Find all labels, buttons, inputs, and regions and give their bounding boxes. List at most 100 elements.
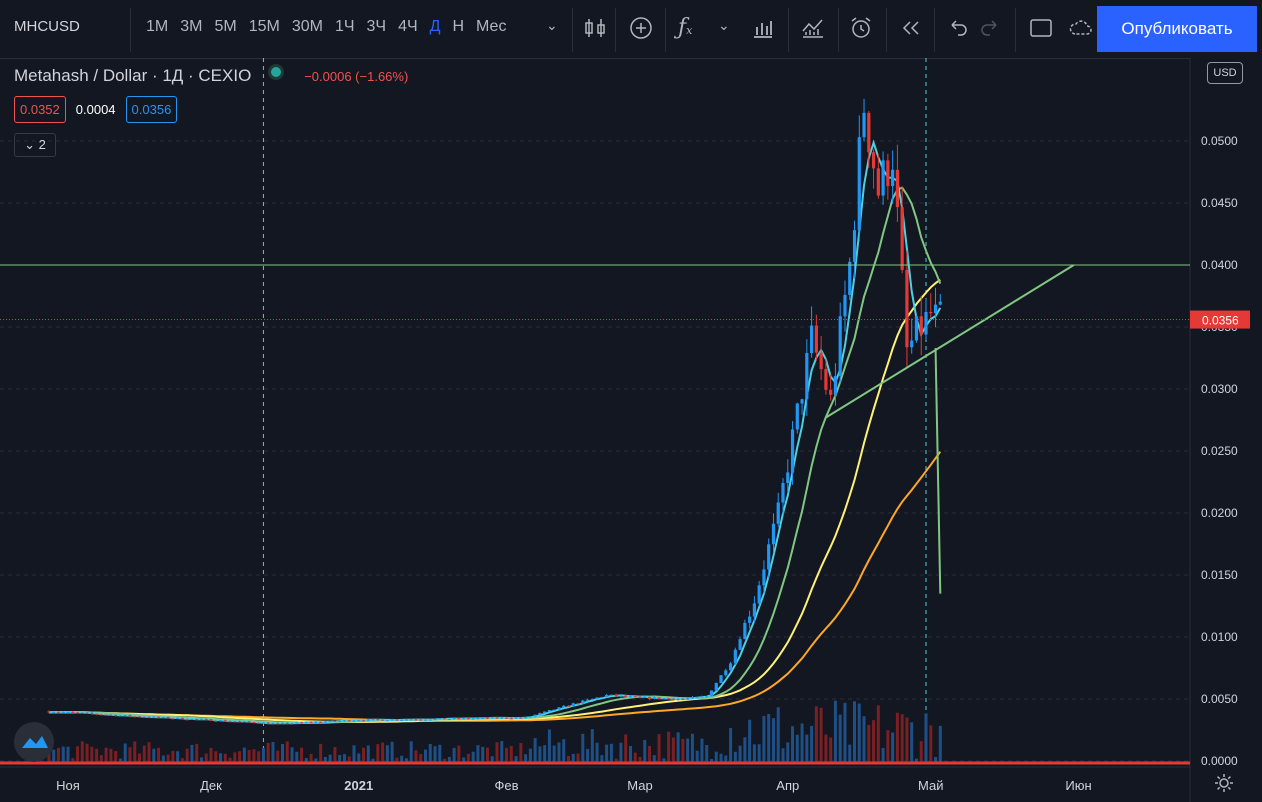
- publish-button[interactable]: Опубликовать: [1097, 6, 1257, 52]
- candle-body: [228, 721, 232, 723]
- volume-bar: [934, 756, 938, 763]
- volume-bar: [719, 753, 723, 763]
- ask-price[interactable]: 0.0356: [125, 96, 178, 123]
- bid-price[interactable]: 0.0352: [14, 96, 66, 123]
- volume-bar: [853, 701, 856, 763]
- timeframe-1[interactable]: 3М: [180, 18, 203, 35]
- candle-body: [400, 719, 404, 721]
- candle-body: [533, 714, 537, 717]
- candle-body: [829, 389, 833, 395]
- candle-body: [633, 696, 637, 698]
- candle-body: [738, 639, 742, 650]
- candle-body: [152, 716, 156, 718]
- candle-body: [624, 695, 628, 697]
- volume-bar: [342, 754, 346, 763]
- tradingview-logo-icon[interactable]: [14, 722, 54, 762]
- redo-icon[interactable]: [978, 15, 1004, 41]
- candle-body: [438, 718, 442, 720]
- y-tick-label: 0.0150: [1201, 568, 1238, 582]
- series-title[interactable]: Metahash / Dollar · 1Д · CEXIO: [14, 66, 252, 85]
- timeframe-7[interactable]: 4Ч: [398, 18, 418, 35]
- candle-body: [385, 720, 389, 722]
- timeframe-5[interactable]: 1Ч: [334, 18, 355, 35]
- indicators-fx-icon[interactable]: ƒx: [678, 15, 693, 40]
- candle-body: [595, 697, 599, 699]
- volume-bar: [462, 757, 466, 763]
- timeframe-10[interactable]: Мес: [476, 18, 507, 35]
- candle-body: [619, 695, 623, 697]
- x-tick-label: Апр: [776, 778, 799, 793]
- cloud-save-icon[interactable]: [1068, 15, 1094, 41]
- volume-bar: [895, 712, 899, 763]
- volume-bar: [438, 744, 442, 763]
- volume-bar: [66, 746, 70, 763]
- moving-average-line: [48, 186, 942, 724]
- volume-bar: [123, 743, 127, 763]
- bid-ask-row: 0.0352 0.0004 0.0356: [14, 96, 178, 123]
- volume-bar: [671, 737, 675, 763]
- timeframe-8[interactable]: Д: [429, 18, 441, 35]
- timeframe-4[interactable]: 30М: [291, 18, 323, 35]
- candle-body: [338, 720, 342, 722]
- candle-body: [709, 690, 714, 697]
- candle-body: [199, 719, 204, 721]
- candle-body: [104, 714, 108, 716]
- volume-bar: [547, 729, 551, 763]
- chevron-down-icon[interactable]: ⌄: [718, 17, 730, 33]
- timeframe-9[interactable]: Н: [452, 18, 465, 35]
- alarm-icon[interactable]: [848, 15, 874, 41]
- volume-bar: [881, 748, 885, 763]
- volume-bar: [152, 748, 156, 763]
- candle-body: [495, 717, 499, 719]
- add-indicator-icon[interactable]: [628, 15, 654, 41]
- candle-body: [762, 569, 766, 586]
- candle-body: [757, 585, 761, 604]
- fullscreen-icon[interactable]: [1028, 15, 1054, 41]
- replay-icon[interactable]: [898, 15, 924, 41]
- candle-body: [314, 721, 318, 723]
- candle-body: [352, 720, 356, 722]
- volume-bar: [138, 753, 141, 763]
- candle-body: [381, 719, 385, 721]
- timeframe-6[interactable]: 3Ч: [366, 18, 387, 35]
- volume-bar: [681, 738, 685, 763]
- timeframe-0[interactable]: 1М: [146, 18, 169, 35]
- candle-body: [786, 472, 790, 483]
- chevron-down-icon[interactable]: ⌄: [546, 17, 558, 33]
- bar-chart-icon[interactable]: [750, 15, 776, 41]
- timeframe-3[interactable]: 15М: [248, 18, 280, 35]
- volume-bar: [495, 742, 499, 763]
- price-change: −0.0006 (−1.66%): [304, 69, 409, 84]
- candle-body: [490, 717, 494, 719]
- volume-bar: [743, 737, 747, 763]
- volume-bar: [400, 755, 404, 763]
- volume-bar: [166, 754, 170, 763]
- compare-icon[interactable]: [800, 15, 826, 41]
- volume-bar: [209, 747, 213, 763]
- candle-body: [476, 718, 480, 720]
- settings-gear-icon[interactable]: [1213, 772, 1235, 794]
- indicators-collapse-button[interactable]: ⌄ 2: [14, 133, 56, 157]
- timeframe-2[interactable]: 5М: [214, 18, 237, 35]
- candle-body: [776, 502, 780, 524]
- toolbar-divider: [665, 8, 666, 52]
- candle-body: [500, 717, 504, 719]
- indicators-count: 2: [38, 137, 46, 152]
- candles-icon[interactable]: [582, 15, 608, 41]
- candle-body: [304, 722, 308, 724]
- market-status-icon[interactable]: [267, 64, 284, 80]
- currency-button[interactable]: USD: [1207, 62, 1243, 84]
- volume-bar: [385, 745, 389, 763]
- candle-body: [919, 316, 923, 335]
- price-chart[interactable]: 0.0000 0.0050 0.0100 0.0150 0.0200 0.0250 0.03…: [0, 58, 1262, 802]
- candle-body: [147, 717, 151, 719]
- volume-bar: [357, 753, 361, 763]
- volume-bar: [824, 734, 828, 763]
- symbol-search[interactable]: MHCUSD: [14, 18, 80, 35]
- candle-body: [238, 721, 242, 723]
- undo-icon[interactable]: [944, 15, 970, 41]
- volume-bar: [657, 734, 661, 763]
- volume-bar: [157, 747, 161, 763]
- volume-bar: [252, 749, 256, 763]
- volume-bar: [333, 747, 337, 763]
